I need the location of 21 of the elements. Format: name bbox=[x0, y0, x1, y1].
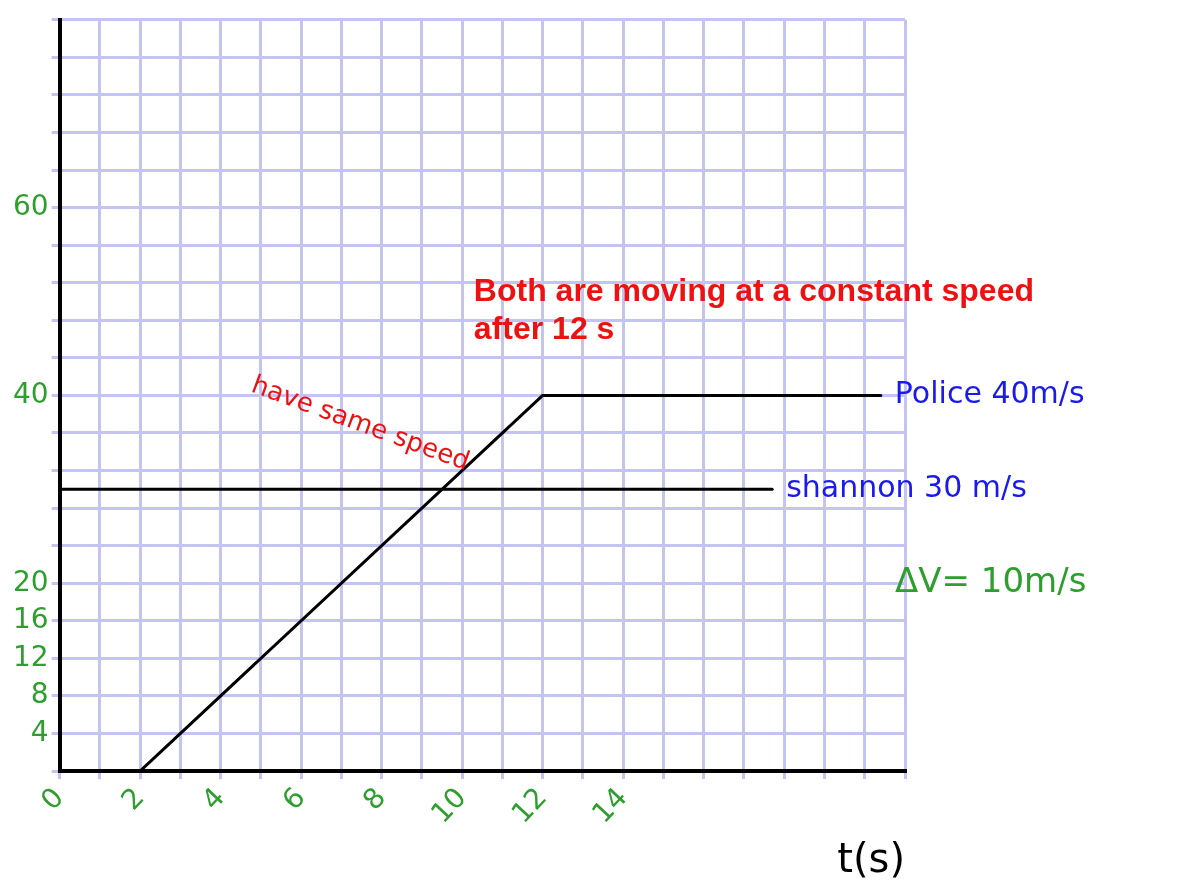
x-tick-label: 12 bbox=[504, 780, 554, 830]
x-tick-label: 6 bbox=[275, 780, 312, 817]
y-tick-label: 12 bbox=[12, 639, 49, 673]
x-tick-label: 10 bbox=[424, 780, 473, 830]
y-tick-label: 16 bbox=[12, 602, 49, 636]
annotation: Both are moving at a constant speed after 12 s bbox=[473, 271, 1034, 346]
y-tick-label: 60 bbox=[12, 188, 49, 222]
x-tick-label: 0 bbox=[33, 780, 71, 817]
y-tick-label: 20 bbox=[12, 564, 49, 598]
x-tick-label: 8 bbox=[355, 780, 393, 817]
x-tick-label: 14 bbox=[585, 780, 634, 830]
y-tick-label: 8 bbox=[30, 677, 49, 711]
x-tick-label: 2 bbox=[114, 780, 151, 817]
x-tick-label: 4 bbox=[194, 780, 232, 817]
y-tick-label: 4 bbox=[30, 714, 49, 748]
annotation: ΔV= 10m/s bbox=[895, 560, 1087, 601]
series-label: Police 40m/s bbox=[894, 375, 1085, 411]
annotation: have same speed bbox=[247, 368, 474, 476]
series-label: shannon 30 m/s bbox=[786, 469, 1027, 505]
x-axis-title: t(s) bbox=[837, 835, 905, 882]
y-tick-label: 40 bbox=[12, 376, 49, 410]
